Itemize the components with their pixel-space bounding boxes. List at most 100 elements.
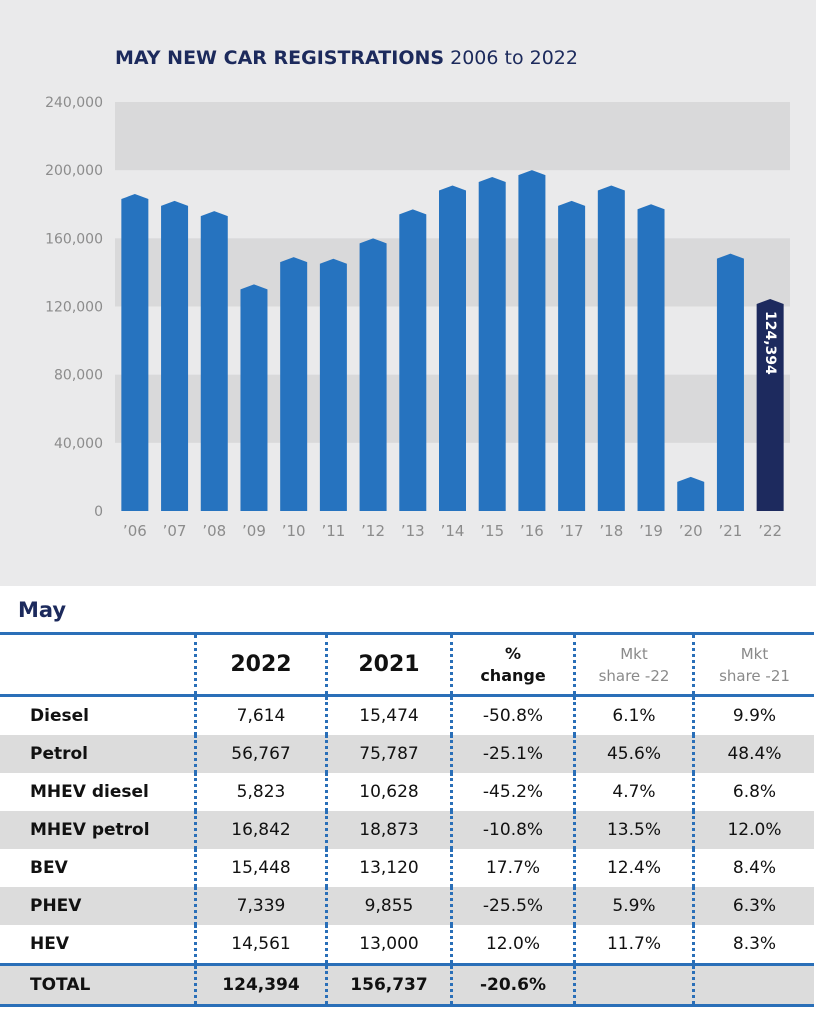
- table-row-phev: PHEV 7,339 9,855 -25.5% 5.9% 6.3%: [0, 887, 814, 925]
- cell-change: -25.1%: [450, 735, 575, 773]
- x-tick-label: ’13: [401, 522, 425, 540]
- x-tick-label: ’17: [560, 522, 584, 540]
- table-title: May: [18, 598, 67, 622]
- row-label: Diesel: [30, 706, 89, 726]
- bar: [677, 476, 705, 511]
- table-row-diesel: Diesel 7,614 15,474 -50.8% 6.1% 9.9%: [0, 695, 814, 735]
- table-row-mhev-diesel: MHEV diesel 5,823 10,628 -45.2% 4.7% 6.8…: [0, 773, 814, 811]
- row-label: Petrol: [0, 735, 196, 773]
- x-tick-label: ’18: [599, 522, 623, 540]
- cell-2022: 16,842: [194, 811, 327, 849]
- bar: [399, 209, 427, 512]
- bar: [558, 200, 586, 511]
- table-row-petrol: Petrol 56,767 75,787 -25.1% 45.6% 48.4%: [0, 735, 814, 773]
- cell-2022: 7,339: [194, 887, 327, 925]
- cell-mkt22: 45.6%: [573, 735, 694, 773]
- bar: [280, 257, 308, 511]
- cell-mkt21: 8.3%: [692, 925, 814, 965]
- x-tick-label: ’16: [520, 522, 544, 540]
- x-tick-label: ’14: [441, 522, 465, 540]
- x-tick-label: ’06: [123, 522, 147, 540]
- cell-2022: 5,823: [194, 773, 327, 811]
- cell-change: -20.6%: [450, 963, 575, 1007]
- cell-change: 17.7%: [450, 849, 575, 887]
- cell-2021: 75,787: [325, 735, 452, 773]
- table-row-total: TOTAL 124,394 156,737 -20.6%: [0, 963, 814, 1007]
- cell-mkt21: 9.9%: [692, 695, 814, 735]
- cell-change: -10.8%: [450, 811, 575, 849]
- table-row-mhev-petrol: MHEV petrol 16,842 18,873 -10.8% 13.5% 1…: [0, 811, 814, 849]
- x-tick-label: ’09: [242, 522, 266, 540]
- x-tick-label: ’10: [282, 522, 306, 540]
- cell-mkt21: 48.4%: [692, 735, 814, 773]
- header-mkt-share-22: Mkt share -22: [573, 632, 694, 697]
- chart-title: MAY NEW CAR REGISTRATIONS 2006 to 2022: [115, 47, 578, 69]
- cell-mkt21: 12.0%: [692, 811, 814, 849]
- x-tick-label: ’19: [639, 522, 663, 540]
- cell-change: -45.2%: [450, 773, 575, 811]
- bar: [518, 170, 546, 511]
- cell-2022: 7,614: [194, 695, 327, 735]
- bar: [439, 185, 466, 512]
- cell-2022: 14,561: [194, 925, 327, 965]
- header-blank: [0, 632, 196, 697]
- row-label: BEV: [30, 858, 68, 878]
- cell-2021: 18,873: [325, 811, 452, 849]
- cell-2021: 13,120: [325, 849, 452, 887]
- bar: [200, 211, 228, 512]
- data-label: 124,394: [762, 311, 778, 375]
- table-header-row: 2022 2021 % change Mkt share -22 Mkt share …: [0, 632, 814, 697]
- x-tick-label: ’21: [719, 522, 743, 540]
- y-tick-label: 40,000: [54, 436, 103, 452]
- registrations-table: 2022 2021 % change Mkt share -22 Mkt share …: [0, 632, 814, 1007]
- table-row-bev: BEV 15,448 13,120 17.7% 12.4% 8.4%: [0, 849, 814, 887]
- cell-2021: 13,000: [325, 925, 452, 965]
- table-row-hev: HEV 14,561 13,000 12.0% 11.7% 8.3%: [0, 925, 814, 965]
- header-2021: 2021: [325, 632, 452, 697]
- bar: [240, 284, 268, 511]
- cell-2021: 156,737: [325, 963, 452, 1007]
- cell-mkt21: 6.3%: [692, 887, 814, 925]
- cell-mkt22: 13.5%: [573, 811, 694, 849]
- header-change-line2: change: [480, 665, 546, 685]
- cell-mkt21: 8.4%: [692, 849, 814, 887]
- header-mkt-share-21: Mkt share -21: [692, 632, 814, 697]
- cell-2022: 56,767: [194, 735, 327, 773]
- bar: [478, 176, 506, 511]
- header-mkt22-line1: Mkt: [620, 644, 648, 663]
- cell-change: -25.5%: [450, 887, 575, 925]
- x-tick-label: ’12: [361, 522, 385, 540]
- row-label: PHEV: [0, 887, 196, 925]
- cell-2022: 15,448: [194, 849, 327, 887]
- x-tick-label: ’20: [679, 522, 703, 540]
- cell-mkt21: 6.8%: [692, 773, 814, 811]
- header-mkt21-line1: Mkt: [740, 644, 769, 663]
- header-change-line1: %: [504, 643, 522, 663]
- bar: [161, 200, 189, 511]
- bar: [319, 258, 347, 511]
- bar-chart: 0 40,000 80,000 120,000 160,000 200,000 240,00…: [45, 95, 790, 540]
- cell-mkt22: 4.7%: [573, 773, 694, 811]
- y-tick-label: 80,000: [54, 368, 103, 384]
- cell-mkt22: 11.7%: [573, 925, 694, 965]
- cell-mkt21: [692, 963, 814, 1007]
- grid-band: [115, 102, 790, 171]
- bar: [597, 185, 625, 512]
- header-mkt22-line2: share -22: [598, 666, 670, 685]
- x-tick-label: ’11: [321, 522, 345, 540]
- y-tick-label: 200,000: [45, 163, 103, 179]
- row-label: MHEV petrol: [0, 811, 196, 849]
- bar: [716, 253, 744, 511]
- bar: [637, 204, 665, 511]
- cell-2021: 9,855: [325, 887, 452, 925]
- row-label: HEV: [30, 934, 69, 954]
- y-tick-label: 160,000: [45, 231, 103, 247]
- cell-mkt22: [573, 963, 694, 1007]
- header-mkt21-line2: share -21: [719, 666, 790, 685]
- x-tick-label: ’08: [202, 522, 226, 540]
- chart-subtitle: 2006 to 2022: [450, 47, 578, 69]
- cell-mkt22: 12.4%: [573, 849, 694, 887]
- x-tick-label: ’07: [163, 522, 187, 540]
- cell-mkt22: 5.9%: [573, 887, 694, 925]
- cell-mkt22: 6.1%: [573, 695, 694, 735]
